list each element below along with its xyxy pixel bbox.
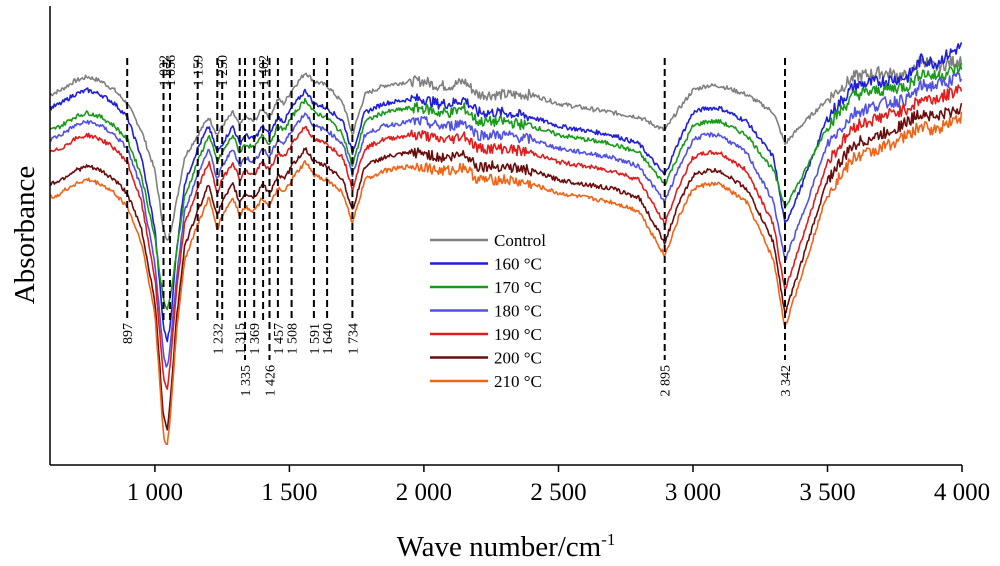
peak-label-2: 1 056 — [164, 55, 179, 87]
peak-label-16: 2 895 — [659, 365, 674, 397]
peak-label-10: 1 426 — [264, 365, 279, 397]
peak-label-17: 3 342 — [779, 365, 794, 397]
x-tick-label-3: 2 500 — [530, 479, 586, 506]
legend-label-1: 160 °C — [494, 255, 542, 274]
series-line-0 — [49, 55, 963, 241]
legend-label-2: 170 °C — [494, 278, 542, 297]
y-axis-title: Absorbance — [9, 166, 41, 305]
x-tick-label-5: 3 500 — [799, 479, 855, 506]
peak-label-12: 1 508 — [286, 323, 301, 355]
x-tick-label-0: 1 000 — [127, 479, 183, 506]
peak-label-7: 1 335 — [239, 365, 254, 397]
x-axis-title-text: Wave number/cm — [397, 531, 602, 563]
legend-label-0: Control — [494, 231, 546, 250]
x-tick-label-2: 2 000 — [396, 479, 452, 506]
peak-label-5: 1 250 — [216, 55, 231, 87]
peak-label-4: 1 232 — [211, 323, 226, 355]
series-layer — [49, 42, 963, 446]
x-tick-label-1: 1 500 — [261, 479, 317, 506]
peak-label-11: 1 457 — [272, 323, 287, 355]
axes — [49, 6, 962, 466]
series-line-5 — [49, 103, 963, 431]
legend-label-5: 200 °C — [494, 349, 542, 368]
peak-label-9: 1 402 — [257, 55, 272, 87]
legend-label-6: 210 °C — [494, 372, 542, 391]
x-axis-title: Wave number/cm-1 — [397, 530, 616, 563]
legend-label-4: 190 °C — [494, 325, 542, 344]
peak-label-15: 1 734 — [346, 323, 361, 355]
series-line-6 — [49, 111, 963, 446]
legend: Control 160 °C 170 °C 180 °C 190 °C 200 °C 210… — [430, 231, 546, 391]
series-line-1 — [49, 42, 963, 343]
peak-label-13: 1 591 — [308, 323, 323, 355]
x-tick-label-6: 4 000 — [934, 479, 990, 506]
peak-label-14: 1 640 — [321, 323, 336, 355]
series-line-2 — [49, 62, 963, 311]
peak-label-3: 1 159 — [192, 55, 207, 87]
peak-label-8: 1 369 — [248, 323, 263, 355]
x-axis-title-superscript: -1 — [601, 530, 615, 549]
peak-label-0: 897 — [121, 323, 136, 344]
legend-label-3: 180 °C — [494, 302, 542, 321]
series-line-4 — [49, 84, 963, 390]
peak-label-1: 1 032 — [158, 55, 173, 87]
peak-label-6: 1 315 — [234, 323, 249, 355]
x-tick-layer: 1 000 1 500 2 000 2 500 3 000 3 500 4 000 — [127, 465, 990, 506]
series-line-3 — [49, 71, 963, 368]
x-tick-label-4: 3 000 — [665, 479, 721, 506]
